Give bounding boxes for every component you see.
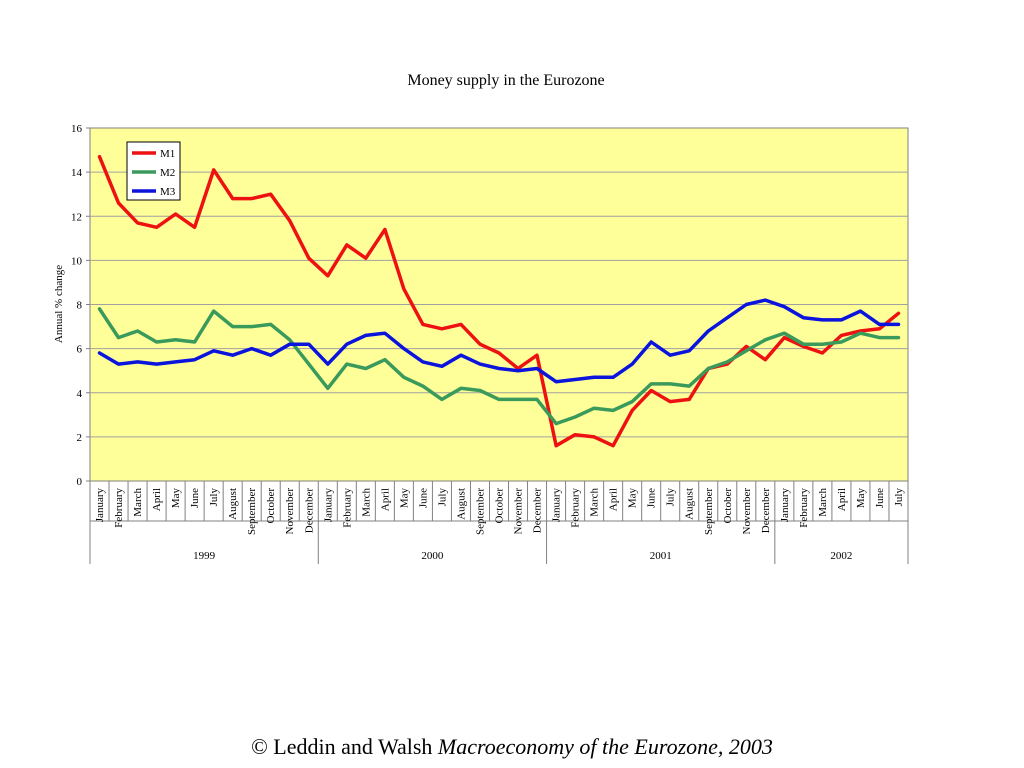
x-tick-label: May — [855, 488, 867, 509]
x-tick-label: April — [836, 488, 848, 511]
x-tick-label: February — [570, 488, 582, 528]
year-label: 2000 — [421, 550, 444, 562]
y-tick-label: 4 — [77, 388, 83, 400]
series-lines — [97, 154, 901, 448]
year-label: 2002 — [830, 550, 852, 562]
y-axis: 0 2 4 6 8 10 12 14 16 — [71, 123, 90, 488]
gridlines — [90, 171, 908, 438]
x-tick-label: November — [741, 488, 753, 535]
legend-label-m3: M3 — [160, 186, 176, 198]
x-tick-label: January — [322, 488, 334, 523]
money-supply-chart: Money supply in the Eurozone 0 2 4 6 8 10 12 14… — [53, 72, 909, 564]
y-tick-label: 14 — [71, 167, 83, 179]
x-tick-label: October — [722, 488, 734, 524]
y-tick-label: 16 — [71, 123, 83, 135]
x-tick-label: February — [341, 488, 353, 528]
legend-label-m1: M1 — [160, 148, 175, 160]
x-tick-label: March — [360, 488, 372, 517]
year-label: 1999 — [193, 550, 216, 562]
y-tick-label: 8 — [77, 300, 83, 312]
x-tick-label: October — [265, 488, 277, 524]
x-tick-label: May — [398, 488, 410, 509]
x-tick-label: August — [227, 488, 239, 520]
x-tick-label: September — [474, 488, 486, 535]
x-tick-label: February — [798, 488, 810, 528]
year-label: 2001 — [650, 550, 672, 562]
series-line-m2 — [97, 307, 901, 426]
x-tick-label: November — [284, 488, 296, 535]
x-tick-label: June — [417, 488, 429, 508]
copyright-footer: © Leddin and Walsh Macroeconomy of the E… — [0, 734, 1024, 760]
x-tick-label: June — [874, 488, 886, 508]
x-tick-label: March — [132, 488, 144, 517]
x-tick-label: April — [608, 488, 620, 511]
legend: M1 M2 M3 — [126, 141, 181, 201]
x-tick-label: September — [703, 488, 715, 535]
x-tick-label: March — [817, 488, 829, 517]
y-axis-label: Annual % change — [53, 265, 65, 343]
series-line-m3 — [97, 298, 901, 384]
x-tick-label: February — [113, 488, 125, 528]
x-tick-label: December — [532, 488, 544, 534]
x-tick-label: January — [551, 488, 563, 523]
x-tick-label: November — [513, 488, 525, 535]
x-tick-label: July — [208, 488, 220, 507]
x-tick-label: December — [760, 488, 772, 534]
y-tick-label: 6 — [77, 344, 83, 356]
y-tick-label: 0 — [77, 476, 83, 488]
x-tick-label: March — [589, 488, 601, 517]
x-axis: January February March April May June July Augu… — [89, 481, 909, 564]
x-tick-label: August — [455, 488, 467, 520]
legend-label-m2: M2 — [160, 167, 175, 179]
x-tick-label: May — [627, 488, 639, 509]
x-tick-label: December — [303, 488, 315, 534]
y-tick-label: 2 — [77, 432, 83, 444]
x-tick-label: April — [379, 488, 391, 511]
y-tick-label: 12 — [71, 211, 82, 223]
x-tick-label: August — [684, 488, 696, 520]
x-tick-label: October — [494, 488, 506, 524]
x-tick-label: September — [246, 488, 258, 535]
x-tick-label: January — [779, 488, 791, 523]
chart-title: Money supply in the Eurozone — [407, 72, 604, 89]
x-tick-label: April — [151, 488, 163, 511]
series-line-m1 — [97, 154, 901, 448]
footer-book-title: Macroeconomy of the Eurozone, 2003 — [437, 734, 773, 759]
x-tick-label: June — [189, 488, 201, 508]
x-tick-label: January — [94, 488, 106, 523]
x-tick-label: July — [665, 488, 677, 507]
x-tick-label: May — [170, 488, 182, 509]
x-tick-label: July — [436, 488, 448, 507]
footer-copyright: © Leddin and Walsh — [251, 734, 438, 759]
x-tick-label: July — [893, 488, 905, 507]
x-tick-label: June — [646, 488, 658, 508]
y-tick-label: 10 — [71, 255, 83, 267]
